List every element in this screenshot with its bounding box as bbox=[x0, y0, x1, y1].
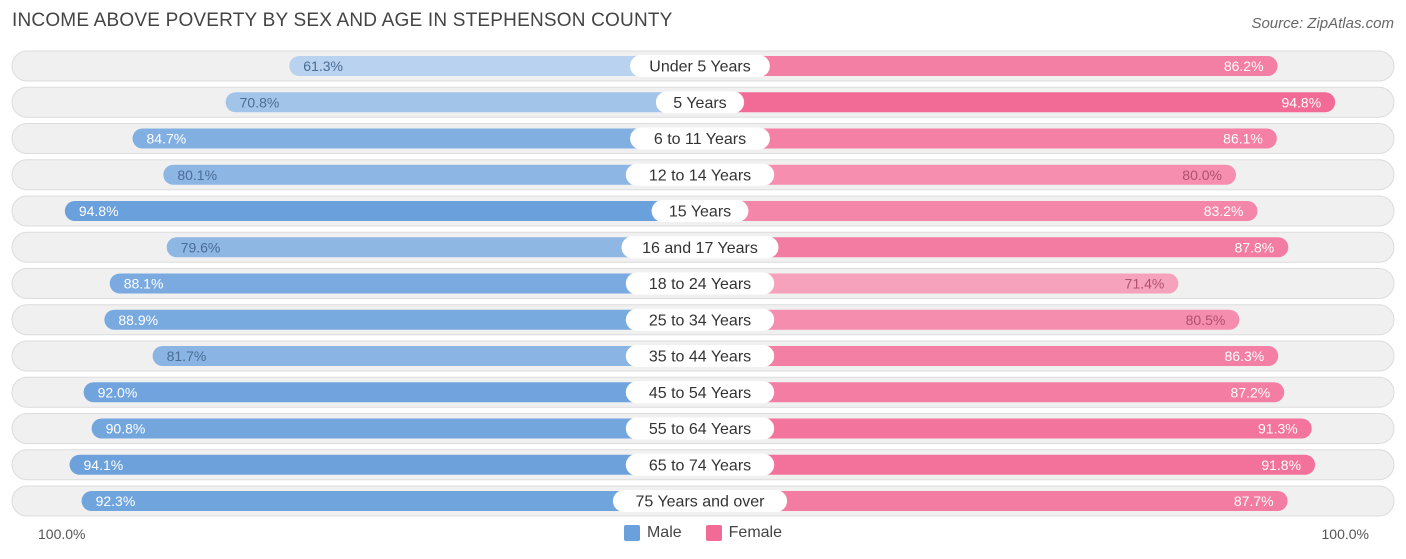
chart-plot: 61.3% 86.2% Under 5 Years 70.8% 94.8% 5 Years… bbox=[11, 50, 1395, 517]
category-pill bbox=[612, 490, 788, 512]
value-label-male: 94.1% bbox=[84, 457, 124, 473]
legend-item-female: Female bbox=[705, 524, 783, 542]
value-label-male: 94.8% bbox=[79, 203, 119, 219]
category-label: 18 to 24 Years bbox=[649, 276, 751, 293]
legend-label-female: Female bbox=[728, 524, 783, 541]
bar-female bbox=[700, 92, 1336, 113]
bar-female bbox=[700, 273, 1179, 294]
value-label-male: 80.1% bbox=[177, 167, 217, 183]
value-label-female: 87.2% bbox=[1231, 384, 1271, 400]
bar-female bbox=[700, 491, 1288, 511]
bar-male bbox=[163, 164, 700, 185]
category-label: 45 to 54 Years bbox=[649, 385, 751, 402]
value-label-male: 70.8% bbox=[240, 94, 280, 110]
bar-male bbox=[152, 346, 701, 366]
value-label-male: 84.7% bbox=[147, 131, 187, 147]
axis-left-label: 100.0% bbox=[38, 526, 86, 542]
axis-right-label: 100.0% bbox=[1321, 526, 1369, 542]
category-pill bbox=[625, 345, 775, 367]
category-pill bbox=[630, 127, 770, 150]
value-label-female: 86.3% bbox=[1225, 348, 1265, 364]
legend-swatch-female bbox=[705, 525, 722, 541]
category-label: 25 to 34 Years bbox=[649, 312, 751, 329]
bar-female bbox=[700, 56, 1278, 76]
category-label: 12 to 14 Years bbox=[649, 167, 751, 184]
category-label: 16 and 17 Years bbox=[642, 240, 758, 257]
bar-male bbox=[289, 56, 700, 76]
value-label-female: 80.5% bbox=[1186, 312, 1226, 328]
value-label-male: 92.3% bbox=[96, 493, 136, 509]
category-label: Under 5 Years bbox=[649, 59, 750, 76]
category-pill bbox=[621, 236, 779, 259]
value-label-female: 86.2% bbox=[1224, 58, 1264, 74]
category-label: 6 to 11 Years bbox=[654, 131, 746, 148]
bar-female bbox=[700, 454, 1316, 475]
value-label-male: 88.9% bbox=[118, 312, 158, 328]
value-label-female: 91.8% bbox=[1261, 457, 1301, 473]
legend-swatch-male bbox=[623, 525, 640, 541]
bar-female bbox=[700, 346, 1279, 366]
value-label-male: 81.7% bbox=[167, 348, 207, 364]
source-credit: Source: ZipAtlas.com bbox=[1251, 15, 1394, 32]
category-pill bbox=[625, 272, 775, 295]
category-label: 15 Years bbox=[669, 204, 731, 221]
category-label: 55 to 64 Years bbox=[649, 421, 751, 438]
legend-label-male: Male bbox=[646, 524, 682, 541]
category-pill bbox=[625, 163, 775, 186]
bar-male bbox=[104, 309, 701, 330]
value-label-male: 90.8% bbox=[106, 421, 146, 437]
bar-female bbox=[700, 237, 1289, 258]
value-label-female: 71.4% bbox=[1125, 276, 1165, 292]
bar-male bbox=[225, 92, 700, 113]
value-label-female: 86.1% bbox=[1223, 131, 1263, 147]
bar-female bbox=[700, 382, 1285, 403]
category-label: 5 Years bbox=[673, 95, 726, 112]
category-pill bbox=[625, 453, 775, 476]
category-pill bbox=[655, 91, 745, 114]
value-label-female: 83.2% bbox=[1204, 203, 1244, 219]
bar-male bbox=[83, 382, 701, 403]
category-pill bbox=[625, 308, 775, 331]
bar-female bbox=[700, 418, 1312, 439]
bar-male bbox=[81, 491, 701, 511]
value-label-male: 92.0% bbox=[98, 384, 138, 400]
bar-male bbox=[132, 128, 700, 149]
category-pill bbox=[625, 417, 775, 440]
value-label-male: 61.3% bbox=[303, 58, 343, 74]
bar-male bbox=[69, 454, 700, 475]
legend: Male Female bbox=[0, 524, 1406, 542]
bar-female bbox=[700, 164, 1236, 185]
chart-title: INCOME ABOVE POVERTY BY SEX AND AGE IN S… bbox=[12, 10, 673, 31]
bar-male bbox=[64, 201, 701, 221]
bar-male bbox=[109, 273, 701, 294]
legend-item-male: Male bbox=[623, 524, 682, 542]
value-label-male: 88.1% bbox=[124, 276, 164, 292]
bar-female bbox=[700, 128, 1277, 149]
bar-male bbox=[91, 418, 700, 439]
value-label-female: 94.8% bbox=[1281, 94, 1321, 110]
category-label: 35 to 44 Years bbox=[649, 349, 751, 366]
value-label-female: 87.7% bbox=[1234, 493, 1274, 509]
value-label-male: 79.6% bbox=[181, 239, 221, 255]
category-label: 75 Years and over bbox=[636, 494, 766, 511]
value-label-female: 80.0% bbox=[1182, 167, 1222, 183]
bar-female bbox=[700, 309, 1240, 330]
value-label-female: 87.8% bbox=[1235, 239, 1275, 255]
value-label-female: 91.3% bbox=[1258, 421, 1298, 437]
category-pill bbox=[630, 55, 770, 77]
bar-female bbox=[700, 201, 1258, 221]
category-pill bbox=[651, 200, 749, 222]
category-pill bbox=[625, 381, 775, 404]
category-label: 65 to 74 Years bbox=[649, 457, 751, 474]
bar-male bbox=[166, 237, 700, 258]
